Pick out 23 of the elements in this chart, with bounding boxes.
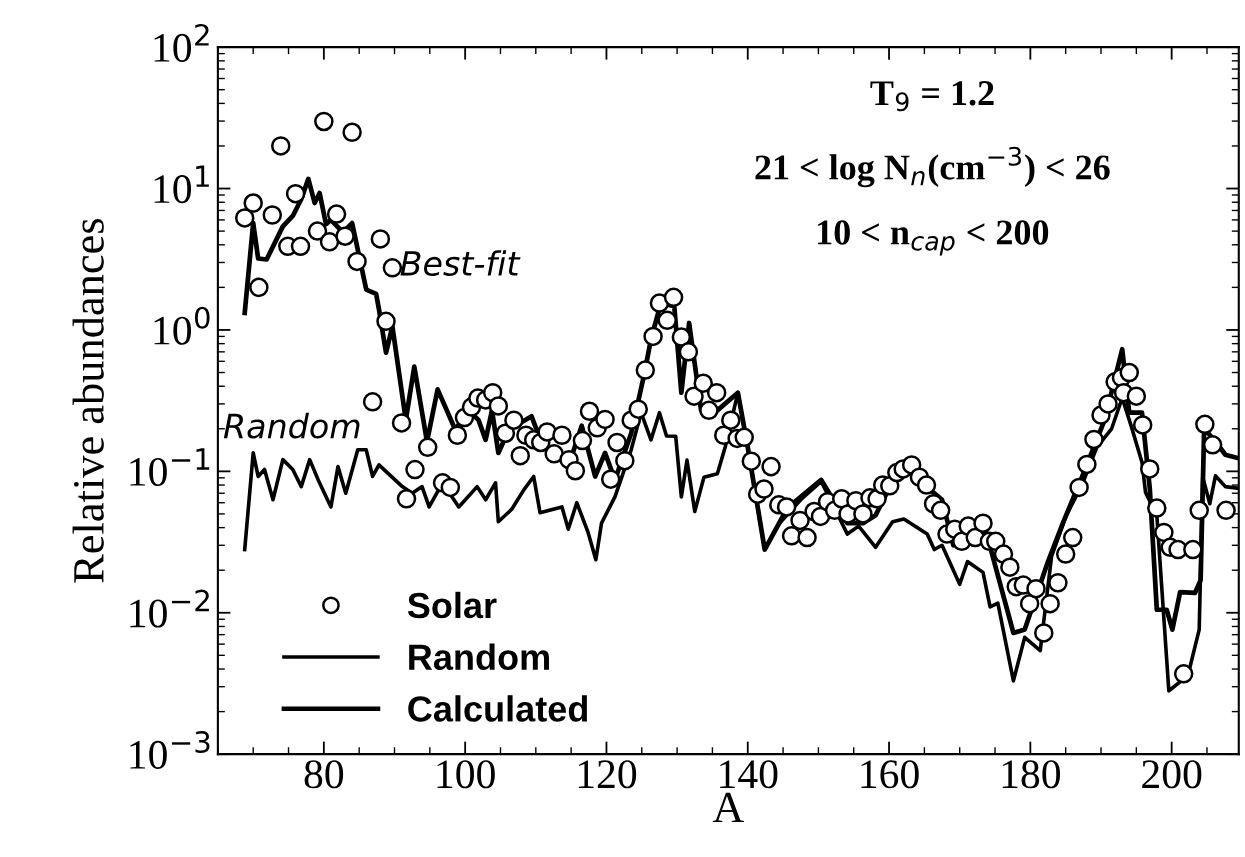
annotation: T$_{9}$ = 1.2 [870, 81, 994, 112]
legend-label: Solar [407, 591, 497, 619]
legend-label: Calculated [408, 695, 588, 722]
y-tick-label: 10$^{−1}$ [130, 448, 210, 486]
annotation: Best-fit [400, 250, 521, 276]
x-tick-label: 80 [304, 760, 344, 789]
annotation: Random [223, 412, 360, 439]
legend-label: Random [409, 643, 549, 671]
annotation: 21 < log N$_{n}$(cm$^{−3}$) < 26 [755, 146, 1110, 188]
x-tick-label: 140 [720, 760, 778, 789]
x-tick-label: 180 [1002, 760, 1061, 789]
x-tick-label: 160 [861, 760, 919, 789]
annotation: 10 < n$_{cap}$ < 200 [818, 220, 1049, 256]
y-tick-label: 10$^{2}$ [154, 23, 209, 62]
x-tick-label: 120 [578, 760, 637, 789]
y-tick-label: 10$^{0}$ [154, 306, 210, 345]
y-axis-title: Relative abundances [72, 219, 104, 583]
y-tick-label: 10$^{1}$ [154, 165, 209, 204]
y-tick-label: 10$^{−3}$ [130, 730, 210, 769]
y-tick-label: 10$^{−2}$ [130, 589, 209, 628]
x-tick-label: 100 [437, 760, 495, 789]
x-tick-label: 200 [1142, 760, 1202, 789]
x-axis-title: A [712, 792, 745, 823]
